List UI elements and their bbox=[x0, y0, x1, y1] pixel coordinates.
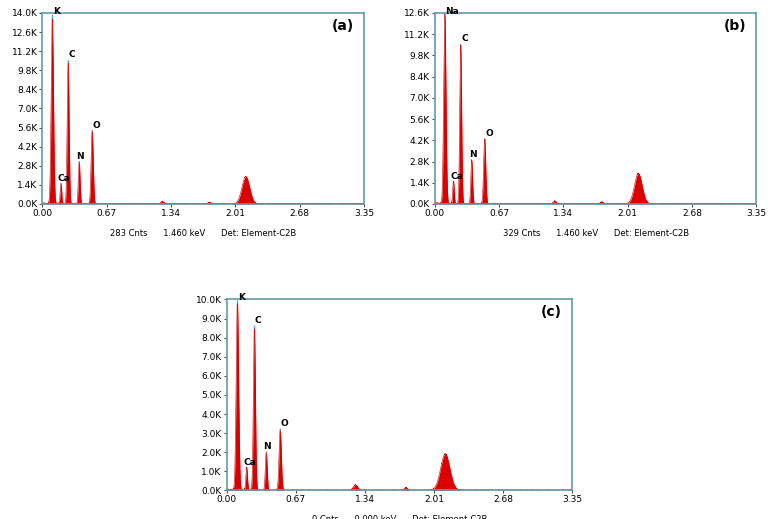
Text: C: C bbox=[68, 50, 75, 59]
Text: 329 Cnts      1.460 keV      Det: Element-C2B: 329 Cnts 1.460 keV Det: Element-C2B bbox=[502, 229, 689, 238]
Text: K: K bbox=[238, 293, 245, 303]
Text: (c): (c) bbox=[541, 305, 561, 319]
Text: N: N bbox=[76, 152, 84, 161]
Text: C: C bbox=[461, 34, 468, 43]
Text: C: C bbox=[255, 316, 262, 325]
Text: Na: Na bbox=[445, 7, 459, 16]
Text: 0 Cnts      0.000 keV      Det: Element-C2B: 0 Cnts 0.000 keV Det: Element-C2B bbox=[312, 515, 487, 519]
Text: (a): (a) bbox=[332, 19, 354, 33]
Text: Ca: Ca bbox=[58, 174, 71, 183]
Text: Ca: Ca bbox=[450, 172, 463, 181]
Text: O: O bbox=[281, 419, 289, 428]
Text: N: N bbox=[263, 442, 271, 452]
Text: O: O bbox=[93, 120, 101, 130]
Text: 283 Cnts      1.460 keV      Det: Element-C2B: 283 Cnts 1.460 keV Det: Element-C2B bbox=[110, 229, 296, 238]
Text: K: K bbox=[53, 7, 60, 16]
Text: Ca: Ca bbox=[243, 458, 256, 467]
Text: N: N bbox=[468, 151, 476, 159]
Text: O: O bbox=[485, 129, 493, 138]
Text: (b): (b) bbox=[724, 19, 746, 33]
